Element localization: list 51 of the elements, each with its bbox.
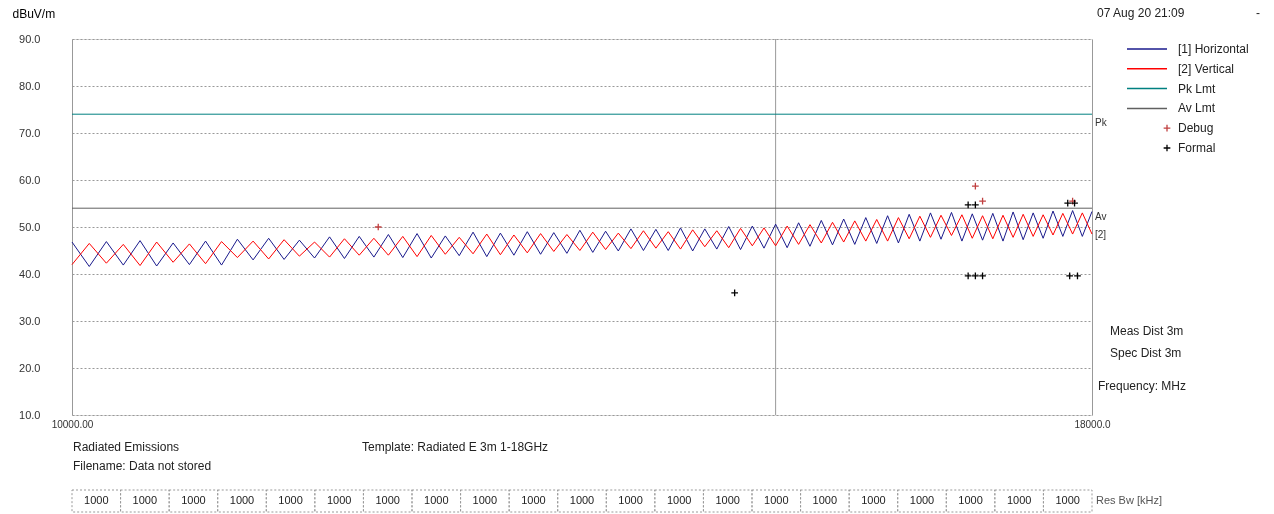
text: 1000 (326, 494, 352, 506)
text: 1000 (715, 494, 740, 506)
x-tick-label: 18000.0 (1074, 418, 1112, 430)
text: 1000 (375, 494, 400, 506)
text: Radiated Emissions (73, 440, 180, 454)
text: 1000 (278, 494, 303, 506)
text: 1000 (229, 494, 255, 506)
text: Pk (1095, 117, 1108, 128)
text: 1000 (84, 494, 109, 506)
legend-label: [2] Vertical (1178, 61, 1235, 76)
text: 1000 (958, 494, 983, 506)
legend-label: Debug (1178, 121, 1214, 136)
y-tick-label: 80.0 (19, 79, 41, 92)
text: 1000 (666, 494, 692, 506)
text: [2] (1095, 229, 1107, 240)
text: Res Bw [kHz] (1096, 494, 1163, 506)
text: 1000 (521, 494, 546, 506)
y-axis-title: dBuV/m (12, 6, 56, 21)
text: Template: Radiated E 3m 1-18GHz (362, 440, 549, 454)
text: 1000 (569, 494, 595, 506)
y-tick-label: 70.0 (19, 126, 41, 139)
text: 1000 (618, 494, 643, 506)
text: 07 Aug 20 21:09 (1097, 6, 1185, 20)
text: 1000 (1055, 494, 1080, 506)
legend-label: Formal (1178, 141, 1216, 155)
text: Filename: Data not stored (73, 459, 212, 473)
text: 1000 (764, 494, 789, 506)
legend-label: Av Lmt (1178, 101, 1216, 116)
y-tick-label: 50.0 (19, 220, 41, 233)
y-tick-label: 30.0 (19, 314, 41, 327)
y-tick-label: 40.0 (19, 267, 41, 280)
text: 1000 (909, 494, 935, 506)
text: Av (1095, 211, 1107, 222)
text: Spec Dist 3m (1110, 346, 1182, 360)
legend-label: [1] Horizontal (1178, 42, 1249, 56)
y-tick-label: 10.0 (19, 408, 41, 421)
y-tick-label: 90.0 (19, 32, 41, 45)
text: Meas Dist 3m (1110, 324, 1184, 338)
x-tick-label: 10000.00 (51, 418, 94, 430)
text: 1000 (861, 494, 886, 506)
text: 1000 (472, 494, 498, 506)
text: - (1256, 6, 1260, 20)
text: 1000 (181, 494, 206, 506)
text: 1000 (1006, 494, 1032, 506)
text: Frequency: MHz (1098, 379, 1187, 393)
legend-label: Pk Lmt (1178, 81, 1217, 96)
text: 1000 (132, 494, 158, 506)
y-tick-label: 20.0 (19, 361, 41, 374)
text: 1000 (424, 494, 449, 506)
y-tick-label: 60.0 (19, 173, 41, 186)
text: 1000 (812, 494, 838, 506)
